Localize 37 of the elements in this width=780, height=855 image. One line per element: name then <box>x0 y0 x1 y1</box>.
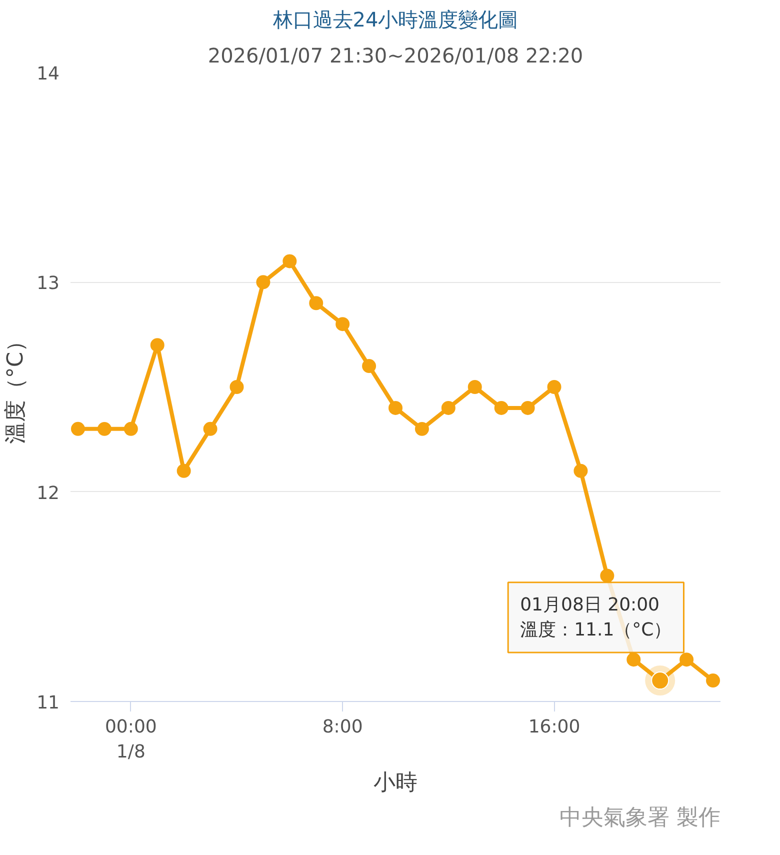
x-axis-title: 小時 <box>374 770 418 796</box>
point <box>680 652 694 667</box>
point <box>600 568 614 583</box>
point <box>574 464 588 478</box>
text: 中央氣象署 製作 <box>560 806 721 830</box>
point <box>150 338 164 352</box>
chart-title: 林口過去24小時溫度變化圖 <box>272 8 518 32</box>
point <box>256 275 270 290</box>
point <box>706 674 720 688</box>
annotation: 01月08日 20:00 溫度：11.1（°C） <box>520 594 672 641</box>
point <box>282 254 297 268</box>
point <box>414 422 429 436</box>
point <box>468 380 482 394</box>
point <box>70 422 85 436</box>
point <box>176 464 191 478</box>
point <box>441 400 456 415</box>
y-tick-label: 12 <box>36 482 60 504</box>
point <box>203 422 218 436</box>
x-tick-label: 00:00 1/8 <box>104 716 157 763</box>
point <box>626 652 641 667</box>
point <box>230 380 244 394</box>
point <box>494 400 508 415</box>
point <box>388 400 402 415</box>
y-tick-label: 14 <box>36 64 60 84</box>
point <box>309 296 324 310</box>
y-tick-label: 13 <box>36 273 60 294</box>
chart-subtitle: 2026/01/07 21:30~2026/01/08 22:20 <box>208 44 584 68</box>
y-axis-title: 溫度（°C） <box>4 330 29 444</box>
x-tick-label: 16:00 <box>528 716 580 738</box>
point <box>97 422 112 436</box>
point <box>336 317 350 332</box>
point <box>547 380 562 394</box>
y-tick-label: 11 <box>36 692 60 714</box>
point <box>520 400 535 415</box>
point <box>362 359 376 374</box>
x-tick-label: 8:00 <box>322 716 363 738</box>
point <box>124 422 138 436</box>
